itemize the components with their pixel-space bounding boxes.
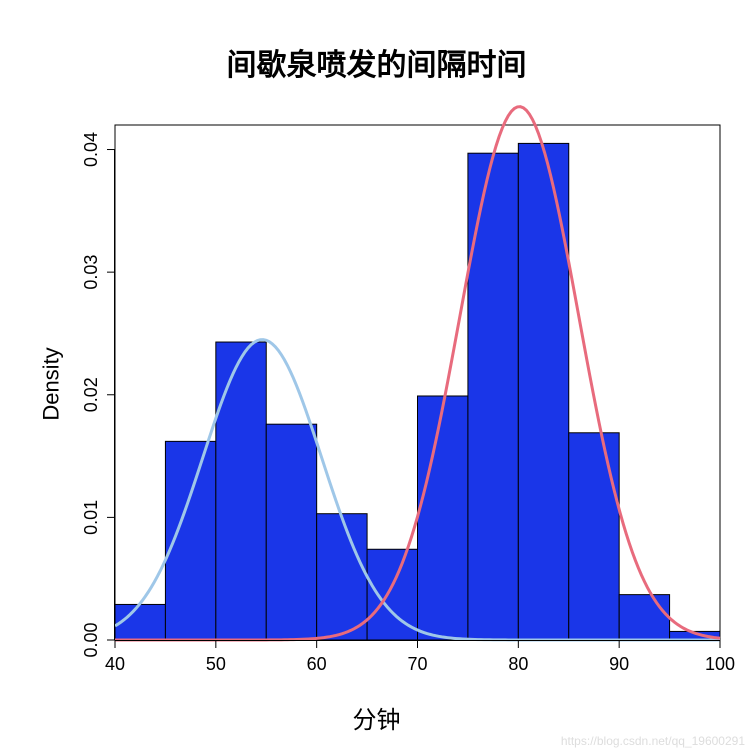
- histogram-bar: [317, 514, 367, 640]
- histogram-bar: [266, 424, 316, 640]
- histogram-bar: [418, 396, 468, 640]
- x-tick-label: 90: [609, 654, 629, 674]
- chart-svg: 40 50 60 70 80 90 100 0.00 0.01 0.02 0.03 0.04: [0, 0, 753, 753]
- y-tick-label: 0.02: [81, 377, 101, 412]
- watermark: https://blog.csdn.net/qq_19600291: [561, 734, 745, 748]
- histogram-bar: [569, 433, 619, 640]
- x-tick-label: 80: [508, 654, 528, 674]
- y-tick-label: 0.04: [81, 132, 101, 167]
- x-tick-label: 40: [105, 654, 125, 674]
- x-tick-label: 70: [407, 654, 427, 674]
- y-tick-label: 0.03: [81, 255, 101, 290]
- y-tick-label: 0.00: [81, 622, 101, 657]
- histogram-bar: [216, 342, 266, 640]
- y-tick-label: 0.01: [81, 500, 101, 535]
- x-tick-label: 100: [705, 654, 735, 674]
- chart-container: 间歇泉喷发的间隔时间 Density 分钟 4050607080901000.0…: [0, 0, 753, 753]
- histogram-bar: [619, 595, 669, 640]
- x-tick-label: 60: [307, 654, 327, 674]
- x-tick-label: 50: [206, 654, 226, 674]
